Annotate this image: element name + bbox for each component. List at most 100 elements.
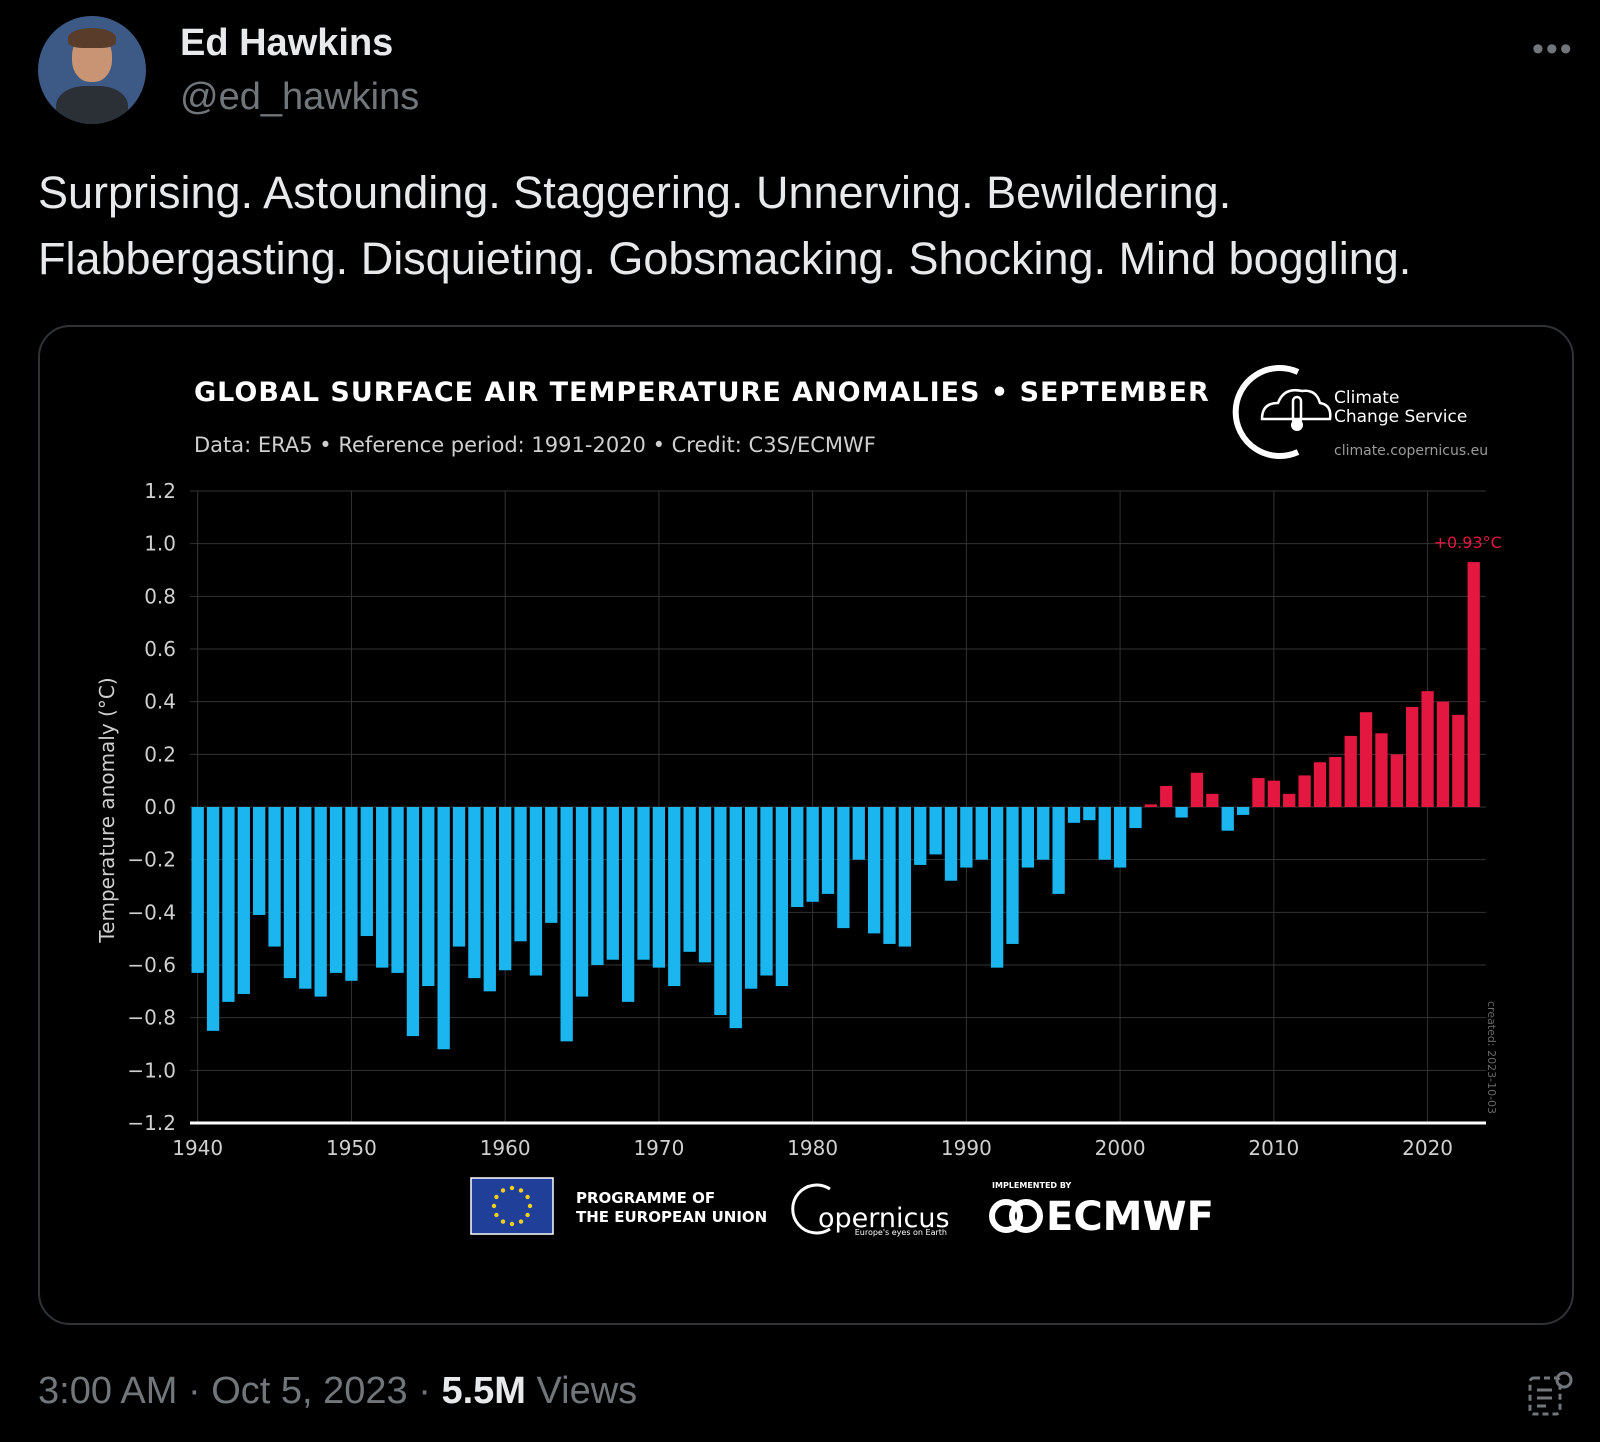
more-icon[interactable]: ••• [1532,30,1574,68]
bar-2003 [1160,785,1173,807]
bar-2006 [1206,793,1219,807]
author-handle[interactable]: @ed_hawkins [180,76,420,118]
bar-1994 [1021,807,1035,868]
bar-2021 [1436,701,1450,807]
bar-1957 [452,807,466,947]
eu-star [518,1219,524,1224]
bar-1978 [775,807,789,987]
y-tick-label: −1.2 [127,1111,176,1135]
bar-1979 [791,807,804,908]
author-name[interactable]: Ed Hawkins [180,22,394,64]
bar-1950 [345,807,358,981]
eu-star [527,1203,533,1209]
bar-1958 [468,807,481,979]
eu-programme-line-1: PROGRAMME OF [576,1189,715,1207]
bar-1956 [437,807,450,1050]
x-tick-label: 2000 [1095,1136,1146,1160]
media-card[interactable]: GLOBAL SURFACE AIR TEMPERATURE ANOMALIES… [38,325,1574,1325]
bar-1991 [975,807,988,860]
bar-1973 [698,807,712,963]
tweet-date[interactable]: Oct 5, 2023 [211,1370,408,1412]
chart-bars [191,562,1480,1050]
eu-star [500,1188,506,1193]
eu-star [509,1185,515,1191]
bar-1972 [683,807,696,952]
bar-1976 [744,807,758,989]
tweet-time[interactable]: 3:00 AM [38,1370,178,1412]
eu-star [525,1212,530,1218]
y-tick-label: −1.0 [127,1058,176,1082]
bar-1964 [560,807,573,1042]
eu-star [518,1188,524,1193]
bar-1959 [483,807,496,992]
views-count: 5.5M [441,1370,526,1412]
bar-1943 [237,807,250,994]
bar-2010 [1267,780,1280,807]
eu-star [494,1212,499,1218]
avatar-body [56,86,128,124]
tweet-text: Surprising. Astounding. Staggering. Unne… [38,160,1558,292]
y-tick-label: −0.2 [127,848,176,872]
copernicus-logo-icon [791,1183,831,1235]
bar-2008 [1236,807,1250,815]
y-tick-label: 0.6 [144,637,176,661]
bar-1962 [529,807,543,976]
bar-1951 [360,807,373,937]
bar-1969 [637,807,650,960]
bar-2020 [1421,691,1434,807]
bar-1948 [314,807,327,997]
eu-star [525,1194,530,1200]
temperature-chart: GLOBAL SURFACE AIR TEMPERATURE ANOMALIES… [95,365,1502,1240]
bar-2007 [1221,807,1234,831]
chart-subtitle: Data: ERA5 • Reference period: 1991-2020… [194,433,876,457]
bar-2017 [1375,733,1388,807]
bar-2000 [1113,807,1127,868]
bar-1945 [268,807,281,947]
c3s-name-line-2: Change Service [1334,407,1467,427]
bar-1990 [960,807,973,868]
bar-1996 [1052,807,1065,894]
bar-1942 [222,807,235,1002]
bar-1966 [591,807,604,965]
x-tick-label: 1940 [172,1136,223,1160]
bar-1977 [760,807,773,976]
bar-1983 [852,807,865,860]
y-tick-label: 0.4 [144,690,176,714]
bar-1941 [206,807,220,1031]
bar-1992 [990,807,1004,968]
copernicus-tagline: Europe's eyes on Earth [855,1228,947,1237]
analytics-icon[interactable] [1526,1370,1574,1418]
bar-2005 [1190,772,1204,807]
separator: · [187,1370,201,1412]
bar-1971 [668,807,681,987]
bar-1987 [914,807,927,865]
bar-1986 [898,807,912,947]
y-tick-label: 0.8 [144,584,176,608]
x-axis-ticks: 1940 1950 1960 1970 1980 1990 2000 2010 2020 [172,1136,1453,1160]
bar-2013 [1313,762,1327,807]
chart-title: GLOBAL SURFACE AIR TEMPERATURE ANOMALIES… [194,377,1210,408]
avatar[interactable] [38,16,146,124]
annotation-label: +0.93°C [1434,533,1502,552]
y-tick-label: −0.8 [127,1006,176,1030]
bar-1944 [253,807,266,915]
bar-2014 [1329,756,1342,807]
bar-2015 [1344,735,1357,807]
bar-1984 [867,807,881,934]
ecmwf-logo-icon [989,1199,1043,1233]
bar-1946 [283,807,297,979]
bar-1975 [729,807,742,1029]
bar-1993 [1006,807,1019,944]
bar-1954 [406,807,420,1037]
c3s-logo-icon [1232,365,1332,459]
y-tick-label: −0.6 [127,953,176,977]
avatar-hair [68,28,116,48]
c3s-url: climate.copernicus.eu [1334,443,1488,459]
y-tick-label: 0.2 [144,742,176,766]
eu-star [500,1219,506,1224]
x-tick-label: 2010 [1248,1136,1299,1160]
y-tick-label: 0.0 [144,795,176,819]
bar-1982 [837,807,850,929]
eu-star [494,1194,499,1200]
bar-2018 [1390,754,1403,807]
